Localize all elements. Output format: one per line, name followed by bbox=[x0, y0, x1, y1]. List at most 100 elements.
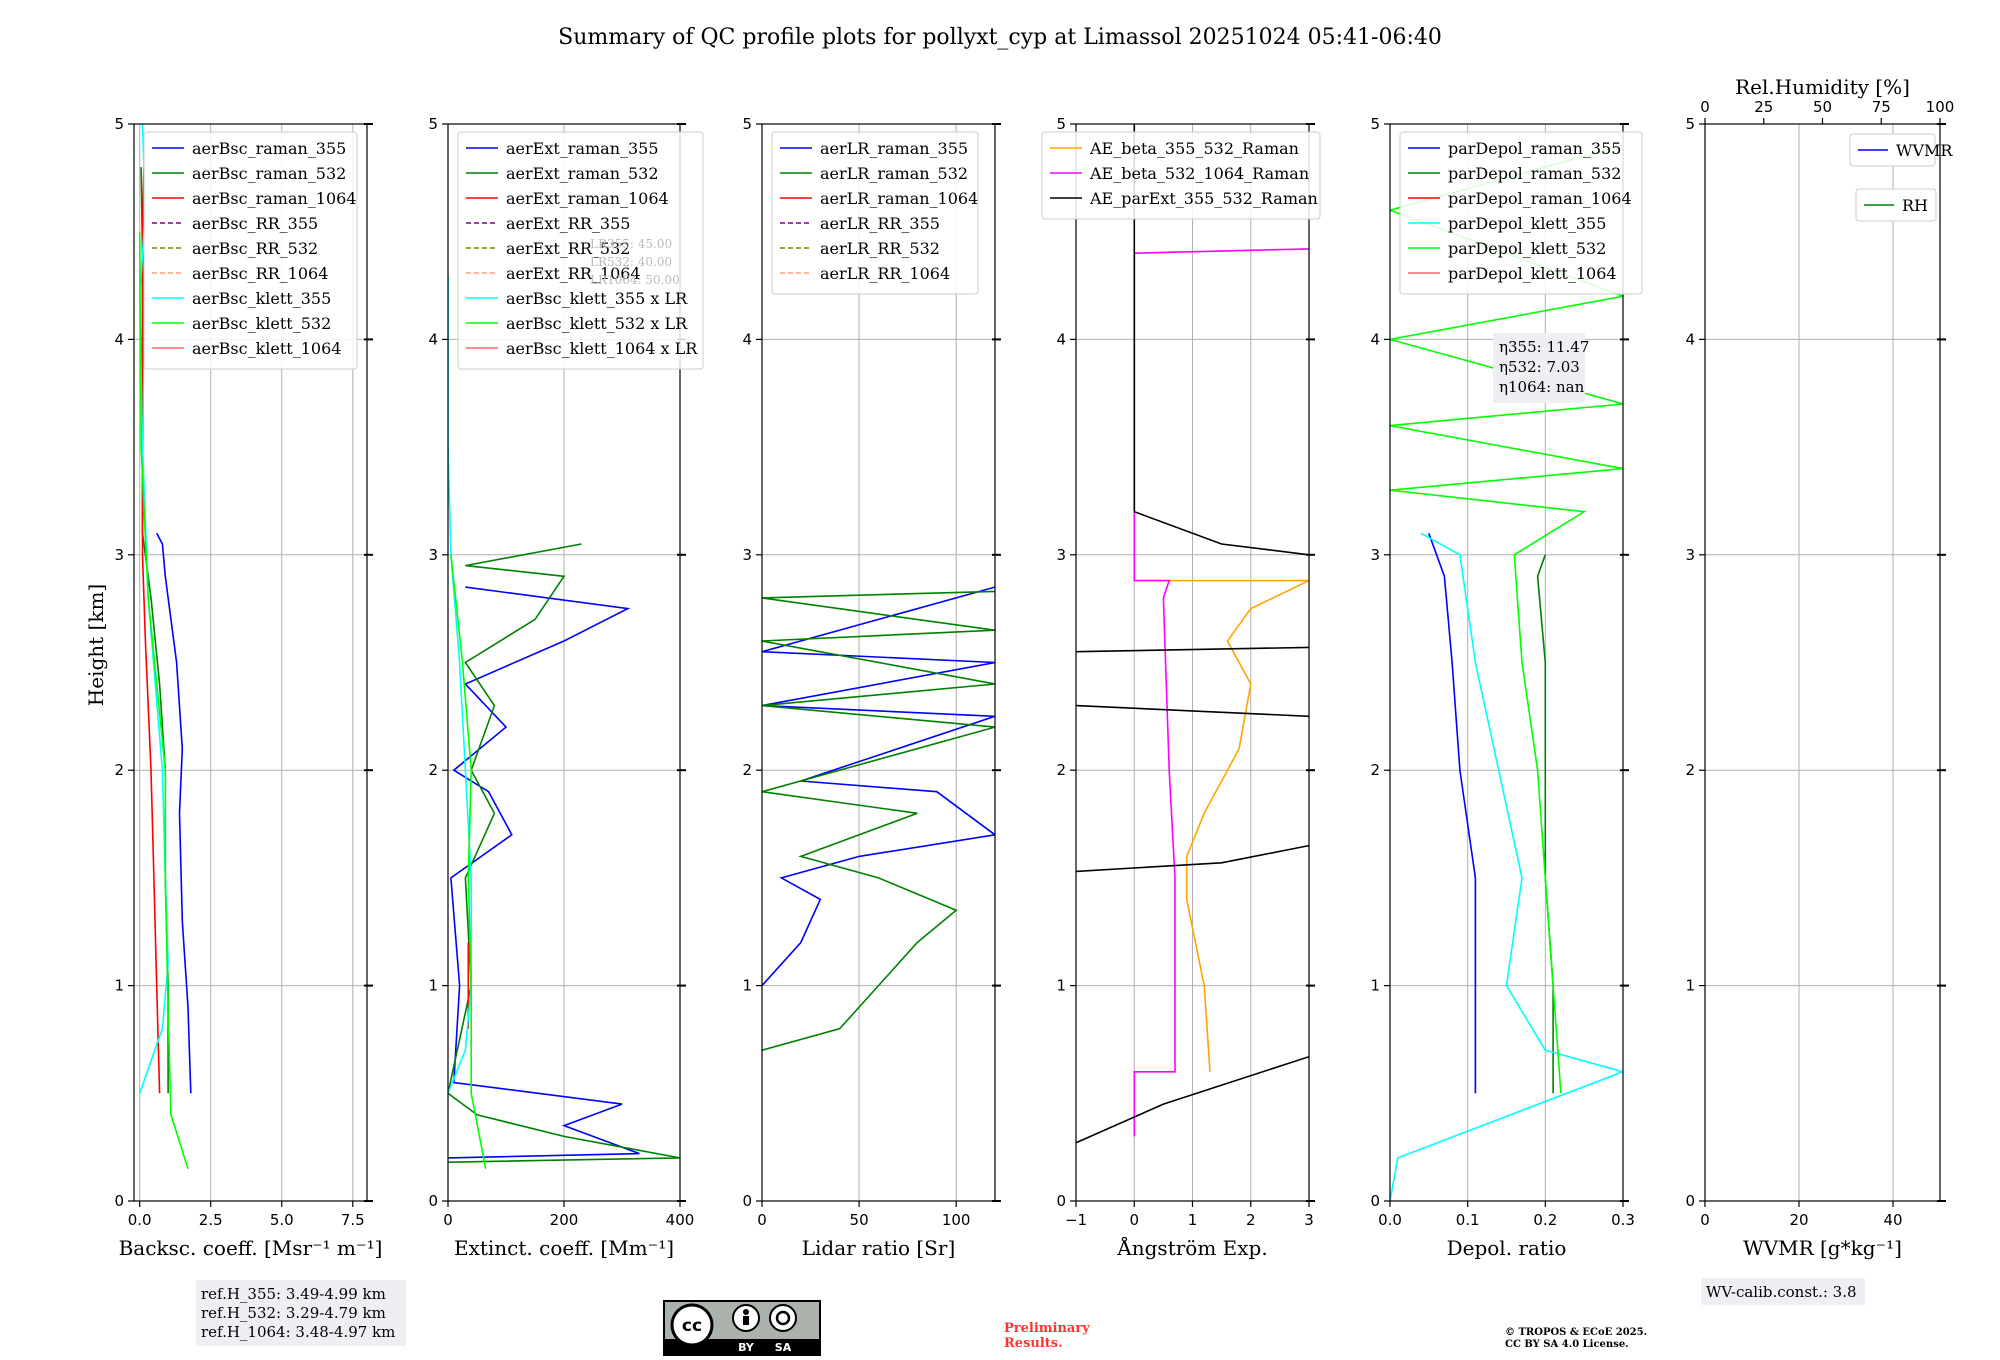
y-tick-label: 1 bbox=[1370, 977, 1380, 995]
x-axis-label: Lidar ratio [Sr] bbox=[802, 1236, 956, 1260]
series-group bbox=[1076, 124, 1309, 1144]
eta-label: η355: 11.47 bbox=[1499, 338, 1589, 356]
y-tick-label: 3 bbox=[428, 546, 438, 564]
series-line-AE_beta_355_532_Raman bbox=[1169, 579, 1309, 1072]
legend: aerLR_raman_355 aerLR_raman_532 aerLR_rama… bbox=[771, 131, 979, 295]
top-x-tick-label: 50 bbox=[1813, 98, 1832, 116]
x-tick-label: 0.3 bbox=[1611, 1211, 1635, 1229]
x-tick-label: 0 bbox=[1700, 1211, 1710, 1229]
axes-frame bbox=[761, 123, 996, 1202]
x-axis-label: Backsc. coeff. [Msr⁻¹ m⁻¹] bbox=[119, 1236, 383, 1260]
legend-label: aerBsc_klett_355 bbox=[192, 289, 331, 308]
legend-label: aerExt_raman_355 bbox=[506, 139, 659, 158]
series-line-aerBsc_klett_532 bbox=[138, 231, 189, 1169]
y-tick-label: 1 bbox=[114, 977, 124, 995]
y-tick-label: 5 bbox=[114, 115, 124, 133]
preliminary-note-line1: Preliminary bbox=[1004, 1321, 1090, 1336]
legend-label: aerBsc_raman_1064 bbox=[192, 189, 357, 208]
cc-logo-text: cc bbox=[682, 1316, 702, 1336]
y-tick-label: 1 bbox=[742, 977, 752, 995]
y-tick-label: 2 bbox=[114, 761, 124, 779]
legend-label: aerBsc_klett_532 bbox=[192, 314, 331, 333]
legend-label: parDepol_klett_355 bbox=[1448, 214, 1606, 233]
license-sa-label: SA bbox=[775, 1341, 792, 1354]
y-tick-label: 4 bbox=[742, 330, 752, 348]
legend-label: aerBsc_klett_532 x LR bbox=[506, 314, 688, 333]
x-tick-label: 0 bbox=[443, 1211, 453, 1229]
y-tick-label: 2 bbox=[428, 761, 438, 779]
legend-label: RH bbox=[1902, 196, 1928, 215]
series-line-AE_beta_532_1064_Raman bbox=[1133, 248, 1309, 1137]
y-axis-label: Height [km] bbox=[84, 584, 108, 706]
legend-label: aerExt_RR_532 bbox=[506, 239, 630, 258]
copyright-line2: CC BY SA 4.0 License. bbox=[1505, 1339, 1629, 1350]
series-line-AE_parExt_355_532_Raman bbox=[1076, 844, 1309, 873]
series-group bbox=[1390, 144, 1623, 1201]
legend-label: aerBsc_klett_1064 bbox=[192, 339, 341, 358]
legend-label: aerBsc_RR_355 bbox=[192, 214, 318, 233]
top-x-tick-label: 0 bbox=[1700, 98, 1710, 116]
legend-label: parDepol_raman_1064 bbox=[1448, 189, 1632, 208]
x-tick-label: 7.5 bbox=[341, 1211, 365, 1229]
profile-panel-5: 0.0 0.1 0.2 0.3 0 1 2 3 4 5 Depol. ratio parDepol_r… bbox=[1370, 115, 1643, 1260]
legend-label: aerExt_RR_355 bbox=[506, 214, 630, 233]
y-tick-label: 1 bbox=[1056, 977, 1066, 995]
y-tick-label: 0 bbox=[1370, 1192, 1380, 1210]
x-tick-label: 40 bbox=[1883, 1211, 1902, 1229]
series-line-aerBsc_raman_355 bbox=[155, 532, 192, 1094]
profile-panels: 0.0 2.5 5.0 7.5 0 1 2 3 4 5 Backsc. coeff. [Msr⁻¹ … bbox=[114, 75, 1954, 1260]
x-tick-label: 0 bbox=[757, 1211, 767, 1229]
legend-label: aerBsc_klett_355 x LR bbox=[506, 289, 688, 308]
y-tick-label: 3 bbox=[1685, 546, 1695, 564]
y-tick-label: 3 bbox=[1056, 546, 1066, 564]
legend-box bbox=[1855, 188, 1937, 222]
series-line-AE_parExt_355_532_Raman bbox=[1134, 510, 1309, 556]
y-tick-label: 4 bbox=[1056, 330, 1066, 348]
legend-label: aerExt_raman_1064 bbox=[506, 189, 669, 208]
legend-label: aerLR_raman_355 bbox=[820, 139, 968, 158]
x-tick-label: 0.0 bbox=[1378, 1211, 1402, 1229]
legend-label: aerExt_raman_532 bbox=[506, 164, 659, 183]
series-line-aerBsc_klett_532 x LR bbox=[450, 554, 487, 1169]
x-axis-label: Depol. ratio bbox=[1447, 1236, 1567, 1260]
legend-label: AE_parExt_355_532_Raman bbox=[1089, 189, 1318, 208]
y-tick-label: 4 bbox=[428, 330, 438, 348]
legend-box bbox=[457, 131, 704, 370]
series-line-parDepol_raman_355 bbox=[1428, 533, 1477, 1094]
y-tick-label: 5 bbox=[1370, 115, 1380, 133]
axes-frame bbox=[133, 123, 368, 1202]
y-tick-label: 3 bbox=[742, 546, 752, 564]
series-line-parDepol_klett_532 bbox=[1390, 144, 1623, 1094]
series-line-aerLR_raman_532 bbox=[762, 590, 995, 1051]
top-x-tick-label: 100 bbox=[1926, 98, 1955, 116]
x-tick-label: 100 bbox=[942, 1211, 971, 1229]
series-line-aerLR_raman_355 bbox=[762, 586, 995, 987]
preliminary-note-line2: Results. bbox=[1004, 1336, 1063, 1351]
series-line-AE_parExt_355_532_Raman bbox=[1076, 704, 1309, 718]
profile-panel-1: 0.0 2.5 5.0 7.5 0 1 2 3 4 5 Backsc. coeff. [Msr⁻¹ … bbox=[114, 115, 382, 1260]
legend-label: aerLR_RR_355 bbox=[820, 214, 940, 233]
y-tick-label: 5 bbox=[1056, 115, 1066, 133]
x-tick-label: 5.0 bbox=[270, 1211, 294, 1229]
x-tick-label: −1 bbox=[1065, 1211, 1087, 1229]
y-tick-label: 4 bbox=[1685, 330, 1695, 348]
legend-box bbox=[143, 131, 358, 370]
top-x-axis-label: Rel.Humidity [%] bbox=[1735, 75, 1910, 99]
cc-license-badge: cc BY SA bbox=[663, 1300, 821, 1356]
y-tick-label: 0 bbox=[428, 1192, 438, 1210]
series-group bbox=[762, 586, 995, 1051]
y-tick-label: 0 bbox=[742, 1192, 752, 1210]
x-axis-label: Ångström Exp. bbox=[1116, 1235, 1267, 1260]
legend: aerBsc_raman_355 aerBsc_raman_532 aerBsc_r… bbox=[143, 131, 358, 370]
ref-height-532: ref.H_532: 3.29-4.79 km bbox=[201, 1304, 386, 1322]
ref-height-1064: ref.H_1064: 3.48-4.97 km bbox=[201, 1323, 395, 1341]
legend-box bbox=[1849, 133, 1936, 167]
y-tick-label: 2 bbox=[742, 761, 752, 779]
y-tick-label: 2 bbox=[1370, 761, 1380, 779]
x-tick-label: 2.5 bbox=[199, 1211, 223, 1229]
top-x-tick-label: 75 bbox=[1872, 98, 1891, 116]
copyright-line1: © TROPOS & ECoE 2025. bbox=[1505, 1327, 1647, 1338]
eta-label: η532: 7.03 bbox=[1499, 358, 1580, 376]
